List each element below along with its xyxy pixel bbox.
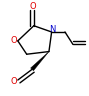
Text: O: O (11, 77, 18, 86)
Text: O: O (30, 2, 36, 11)
Polygon shape (31, 52, 49, 71)
Text: O: O (11, 36, 17, 45)
Text: N: N (49, 25, 55, 34)
